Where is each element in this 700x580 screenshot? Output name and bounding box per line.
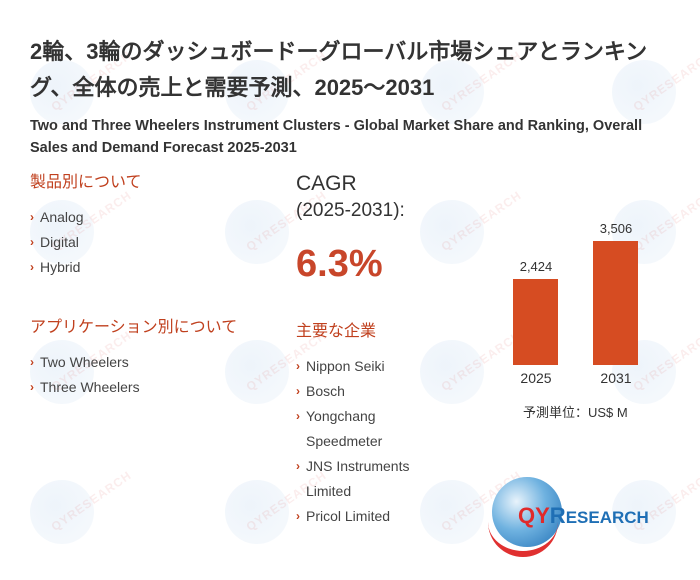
chevron-right-icon: › xyxy=(296,359,300,373)
cagr-label: CAGR xyxy=(296,172,357,195)
globe-icon xyxy=(488,477,562,557)
logo-text: QYRESEARCH xyxy=(518,503,649,528)
list-item[interactable]: › Hybrid xyxy=(30,255,84,280)
watermark-logo xyxy=(420,200,484,264)
watermark-logo xyxy=(225,480,289,544)
chevron-right-icon: › xyxy=(30,210,34,224)
list-item[interactable]: › Digital xyxy=(30,230,84,255)
by-product-heading: 製品別について xyxy=(30,174,142,191)
by-application-heading: アプリケーション別について xyxy=(30,319,238,336)
cagr-years: (2025-2031): xyxy=(296,200,405,221)
bar-category-2031: 2031 xyxy=(600,370,632,386)
chevron-right-icon: › xyxy=(30,260,34,274)
chevron-right-icon: › xyxy=(296,459,300,473)
list-item[interactable]: › JNS Instruments Limited xyxy=(296,454,436,504)
page-title-jp: 2輪、3輪のダッシュボードーグローバル市場シェアとランキング、全体の売上と需要予… xyxy=(30,39,648,100)
watermark-logo xyxy=(225,200,289,264)
by-application-list: › Two Wheelers › Three Wheelers xyxy=(30,350,140,400)
chevron-right-icon: › xyxy=(296,384,300,398)
list-item[interactable]: › Pricol Limited xyxy=(296,504,436,529)
chevron-right-icon: › xyxy=(30,355,34,369)
bar-category-2025: 2025 xyxy=(520,370,552,386)
watermark-logo xyxy=(30,480,94,544)
chevron-right-icon: › xyxy=(30,235,34,249)
list-item[interactable]: › Nippon Seiki xyxy=(296,354,436,379)
bar-2031 xyxy=(593,241,638,365)
by-product-list: › Analog › Digital › Hybrid xyxy=(30,205,84,280)
chart-unit-label: 予測単位：US$ M xyxy=(523,405,628,420)
list-item[interactable]: › Yongchang Speedmeter xyxy=(296,404,436,454)
bar-2025 xyxy=(513,279,558,365)
companies-list: › Nippon Seiki › Bosch › Yongchang Speedmet… xyxy=(296,354,436,529)
qyresearch-logo: QYRESEARCH xyxy=(488,475,670,557)
chevron-right-icon: › xyxy=(296,509,300,523)
bar-value-2025: 2,424 xyxy=(519,259,553,274)
page-title-en: Two and Three Wheelers Instrument Cluste… xyxy=(30,118,643,156)
cagr-value: 6.3% xyxy=(296,243,383,285)
chevron-right-icon: › xyxy=(296,409,300,423)
list-item[interactable]: › Three Wheelers xyxy=(30,375,140,400)
chevron-right-icon: › xyxy=(30,380,34,394)
list-item[interactable]: › Bosch xyxy=(296,379,436,404)
list-item[interactable]: › Analog xyxy=(30,205,84,230)
bar-value-2031: 3,506 xyxy=(599,221,633,236)
list-item[interactable]: › Two Wheelers xyxy=(30,350,140,375)
companies-heading: 主要な企業 xyxy=(296,323,377,340)
watermark-logo xyxy=(225,340,289,404)
